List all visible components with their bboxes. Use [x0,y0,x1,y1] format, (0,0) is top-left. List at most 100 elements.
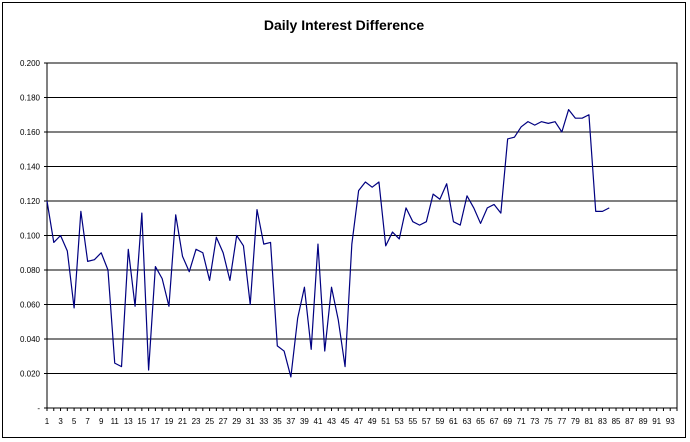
data-point [479,222,482,225]
x-tick-label: 61 [449,417,458,426]
data-point [93,258,96,261]
data-point [594,210,597,213]
data-point [540,120,543,123]
x-tick-label: 57 [422,417,431,426]
data-point [492,203,495,206]
data-point [154,265,157,268]
data-point [323,349,326,352]
data-point [350,243,353,246]
data-point [506,137,509,140]
series-layer [45,108,610,378]
data-point [100,251,103,254]
x-tick-label: 39 [300,417,309,426]
tick-labels: - 0.020 0.040 0.060 0.080 0.100 0.120 0.140 0.16… [20,59,675,426]
y-tick-label: 0.160 [20,128,41,137]
data-point [262,243,265,246]
data-point [235,234,238,237]
data-point [520,125,523,128]
data-point [574,117,577,120]
chart-title: Daily Interest Difference [264,17,424,33]
data-point [330,286,333,289]
data-point [188,270,191,273]
y-tick-label: 0.020 [20,370,41,379]
chart-frame [2,2,686,438]
x-tick-label: 73 [530,417,539,426]
data-point [364,180,367,183]
data-point [228,279,231,282]
x-tick-label: 11 [111,417,120,426]
x-tick-label: 83 [598,417,607,426]
data-point [384,244,387,247]
x-tick-label: 51 [381,417,390,426]
x-tick-label: 47 [354,417,363,426]
data-point [371,186,374,189]
data-point [438,198,441,201]
x-tick-label: 1 [45,417,50,426]
data-point [66,249,69,252]
y-tick-label: 0.180 [20,94,41,103]
data-point [201,251,204,254]
x-tick-label: 49 [368,417,377,426]
data-point [174,213,177,216]
data-point [567,108,570,111]
data-point [208,279,211,282]
data-point [181,255,184,258]
x-tick-label: 65 [476,417,485,426]
data-point [249,303,252,306]
x-tick-label: 37 [286,417,295,426]
x-tick-label: 33 [259,417,268,426]
data-point [45,199,48,202]
x-tick-label: 25 [205,417,214,426]
data-point [127,248,130,251]
data-point [553,120,556,123]
y-tick-label: 0.040 [20,335,41,344]
data-point [357,189,360,192]
data-point [404,206,407,209]
data-point [194,248,197,251]
x-tick-label: 31 [246,417,255,426]
data-point [398,237,401,240]
data-point [242,244,245,247]
data-point [526,120,529,123]
data-point [581,117,584,120]
x-tick-label: 59 [435,417,444,426]
series-line [46,108,610,378]
data-point [601,210,604,213]
data-point [133,305,136,308]
data-point [465,194,468,197]
x-tick-label: 13 [124,417,133,426]
data-point [432,193,435,196]
data-point [452,220,455,223]
data-point [486,206,489,209]
data-point [140,211,143,214]
data-point [303,286,306,289]
x-tick-label: 87 [625,417,634,426]
x-tick-label: 23 [192,417,201,426]
x-tick-label: 3 [58,417,63,426]
x-tick-label: 9 [99,417,104,426]
data-point [459,224,462,227]
data-point [52,241,55,244]
data-point [425,220,428,223]
x-tick-label: 35 [273,417,282,426]
x-tick-label: 67 [490,417,499,426]
data-point [547,122,550,125]
data-point [296,317,299,320]
data-point [276,344,279,347]
data-point [337,318,340,321]
y-tick-label: 0.140 [20,163,41,172]
data-point [113,362,116,365]
data-point [499,211,502,214]
data-point [79,210,82,213]
data-point [587,113,590,116]
x-tick-label: 89 [639,417,648,426]
x-tick-label: 81 [584,417,593,426]
data-point [377,180,380,183]
y-tick-label: 0.100 [20,232,41,241]
data-point [59,234,62,237]
data-point [120,365,123,368]
x-tick-label: 27 [219,417,228,426]
data-point [316,243,319,246]
data-point [411,220,414,223]
data-point [310,348,313,351]
